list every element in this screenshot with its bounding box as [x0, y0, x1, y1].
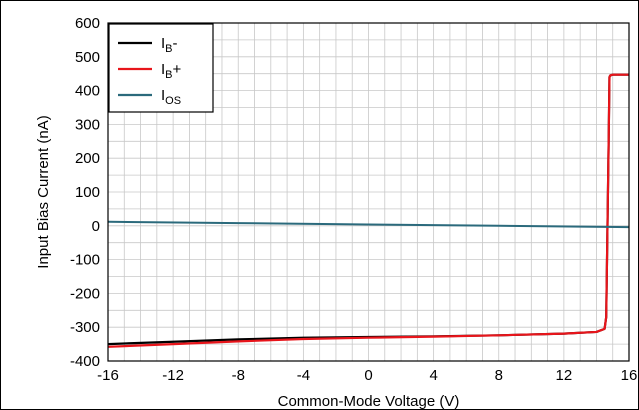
- legend-label-2: IOS: [161, 87, 181, 107]
- y-tick-label: 300: [75, 116, 100, 133]
- x-tick-label: 16: [621, 367, 638, 384]
- series-layer: [107, 73, 630, 348]
- x-tick-label: -8: [232, 367, 245, 384]
- series-line-2: [107, 220, 630, 229]
- legend-label-0: IB-: [161, 35, 178, 55]
- y-axis-label: Input Bias Current (nA): [35, 115, 52, 268]
- x-tick-label: 8: [495, 367, 503, 384]
- series-line-1: [107, 73, 629, 348]
- legend: IB- IB+ IOS: [108, 23, 214, 113]
- x-tick-label: -16: [97, 367, 119, 384]
- y-tick-label: 100: [75, 184, 100, 201]
- x-tick-label: -12: [162, 367, 184, 384]
- plot-border: [107, 22, 630, 362]
- y-tick-label: 500: [75, 49, 100, 66]
- y-tick-label: 0: [92, 218, 100, 235]
- y-tick-label: 400: [75, 83, 100, 100]
- y-tick-label: 200: [75, 150, 100, 167]
- y-tick-label: -400: [70, 353, 100, 370]
- x-axis-label: Common-Mode Voltage (V): [278, 393, 460, 410]
- legend-label-1: IB+: [161, 61, 182, 81]
- y-tick-label: -300: [70, 319, 100, 336]
- x-tick-label: -4: [297, 367, 310, 384]
- x-tick-label: 0: [364, 367, 372, 384]
- x-tick-label: 4: [429, 367, 437, 384]
- x-tick-label: 12: [556, 367, 573, 384]
- y-tick-label: -200: [70, 285, 100, 302]
- y-tick-label: -100: [70, 252, 100, 269]
- tick-labels: -16 -12 -8 -4 0 4 8 12 16 -400 -300 -200 -100 0 100 200…: [70, 15, 637, 384]
- y-tick-label: 600: [75, 15, 100, 32]
